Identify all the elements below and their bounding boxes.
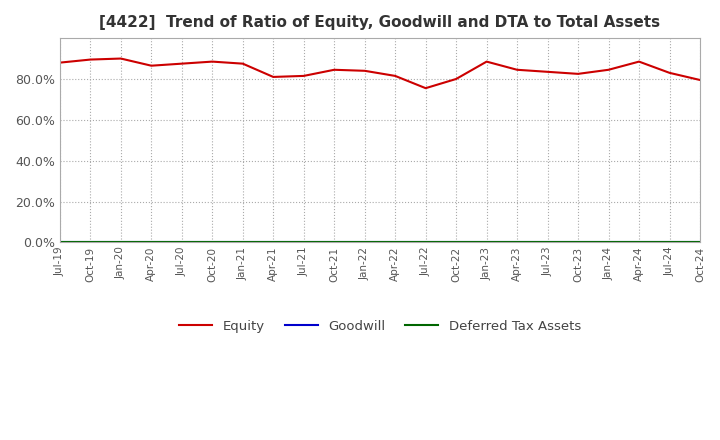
Deferred Tax Assets (117, 240, 125, 245)
Goodwill (482, 240, 491, 245)
Deferred Tax Assets (482, 240, 491, 245)
Equity (208, 59, 217, 64)
Equity (421, 85, 430, 91)
Goodwill (391, 240, 400, 245)
Equity (513, 67, 521, 73)
Equity (361, 68, 369, 73)
Equity (177, 61, 186, 66)
Line: Equity: Equity (60, 59, 700, 88)
Equity (238, 61, 247, 66)
Goodwill (361, 240, 369, 245)
Equity (117, 56, 125, 61)
Equity (269, 74, 278, 80)
Deferred Tax Assets (391, 240, 400, 245)
Equity (86, 57, 94, 62)
Deferred Tax Assets (147, 240, 156, 245)
Goodwill (513, 240, 521, 245)
Deferred Tax Assets (177, 240, 186, 245)
Deferred Tax Assets (330, 240, 338, 245)
Goodwill (208, 240, 217, 245)
Equity (604, 67, 613, 73)
Deferred Tax Assets (86, 240, 94, 245)
Deferred Tax Assets (421, 240, 430, 245)
Goodwill (574, 240, 582, 245)
Deferred Tax Assets (300, 240, 308, 245)
Goodwill (604, 240, 613, 245)
Goodwill (55, 240, 64, 245)
Title: [4422]  Trend of Ratio of Equity, Goodwill and DTA to Total Assets: [4422] Trend of Ratio of Equity, Goodwil… (99, 15, 660, 30)
Goodwill (269, 240, 278, 245)
Equity (300, 73, 308, 79)
Deferred Tax Assets (55, 240, 64, 245)
Goodwill (238, 240, 247, 245)
Goodwill (177, 240, 186, 245)
Goodwill (117, 240, 125, 245)
Equity (544, 69, 552, 74)
Equity (696, 77, 704, 83)
Deferred Tax Assets (696, 240, 704, 245)
Equity (665, 70, 674, 76)
Equity (55, 60, 64, 65)
Deferred Tax Assets (208, 240, 217, 245)
Goodwill (86, 240, 94, 245)
Deferred Tax Assets (361, 240, 369, 245)
Equity (330, 67, 338, 73)
Deferred Tax Assets (604, 240, 613, 245)
Equity (635, 59, 644, 64)
Deferred Tax Assets (238, 240, 247, 245)
Equity (391, 73, 400, 79)
Goodwill (452, 240, 461, 245)
Equity (574, 71, 582, 77)
Deferred Tax Assets (665, 240, 674, 245)
Goodwill (421, 240, 430, 245)
Deferred Tax Assets (574, 240, 582, 245)
Deferred Tax Assets (452, 240, 461, 245)
Goodwill (544, 240, 552, 245)
Deferred Tax Assets (269, 240, 278, 245)
Equity (482, 59, 491, 64)
Equity (147, 63, 156, 68)
Equity (452, 76, 461, 81)
Goodwill (696, 240, 704, 245)
Goodwill (300, 240, 308, 245)
Goodwill (665, 240, 674, 245)
Goodwill (330, 240, 338, 245)
Legend: Equity, Goodwill, Deferred Tax Assets: Equity, Goodwill, Deferred Tax Assets (174, 315, 586, 338)
Deferred Tax Assets (544, 240, 552, 245)
Deferred Tax Assets (513, 240, 521, 245)
Goodwill (635, 240, 644, 245)
Goodwill (147, 240, 156, 245)
Deferred Tax Assets (635, 240, 644, 245)
